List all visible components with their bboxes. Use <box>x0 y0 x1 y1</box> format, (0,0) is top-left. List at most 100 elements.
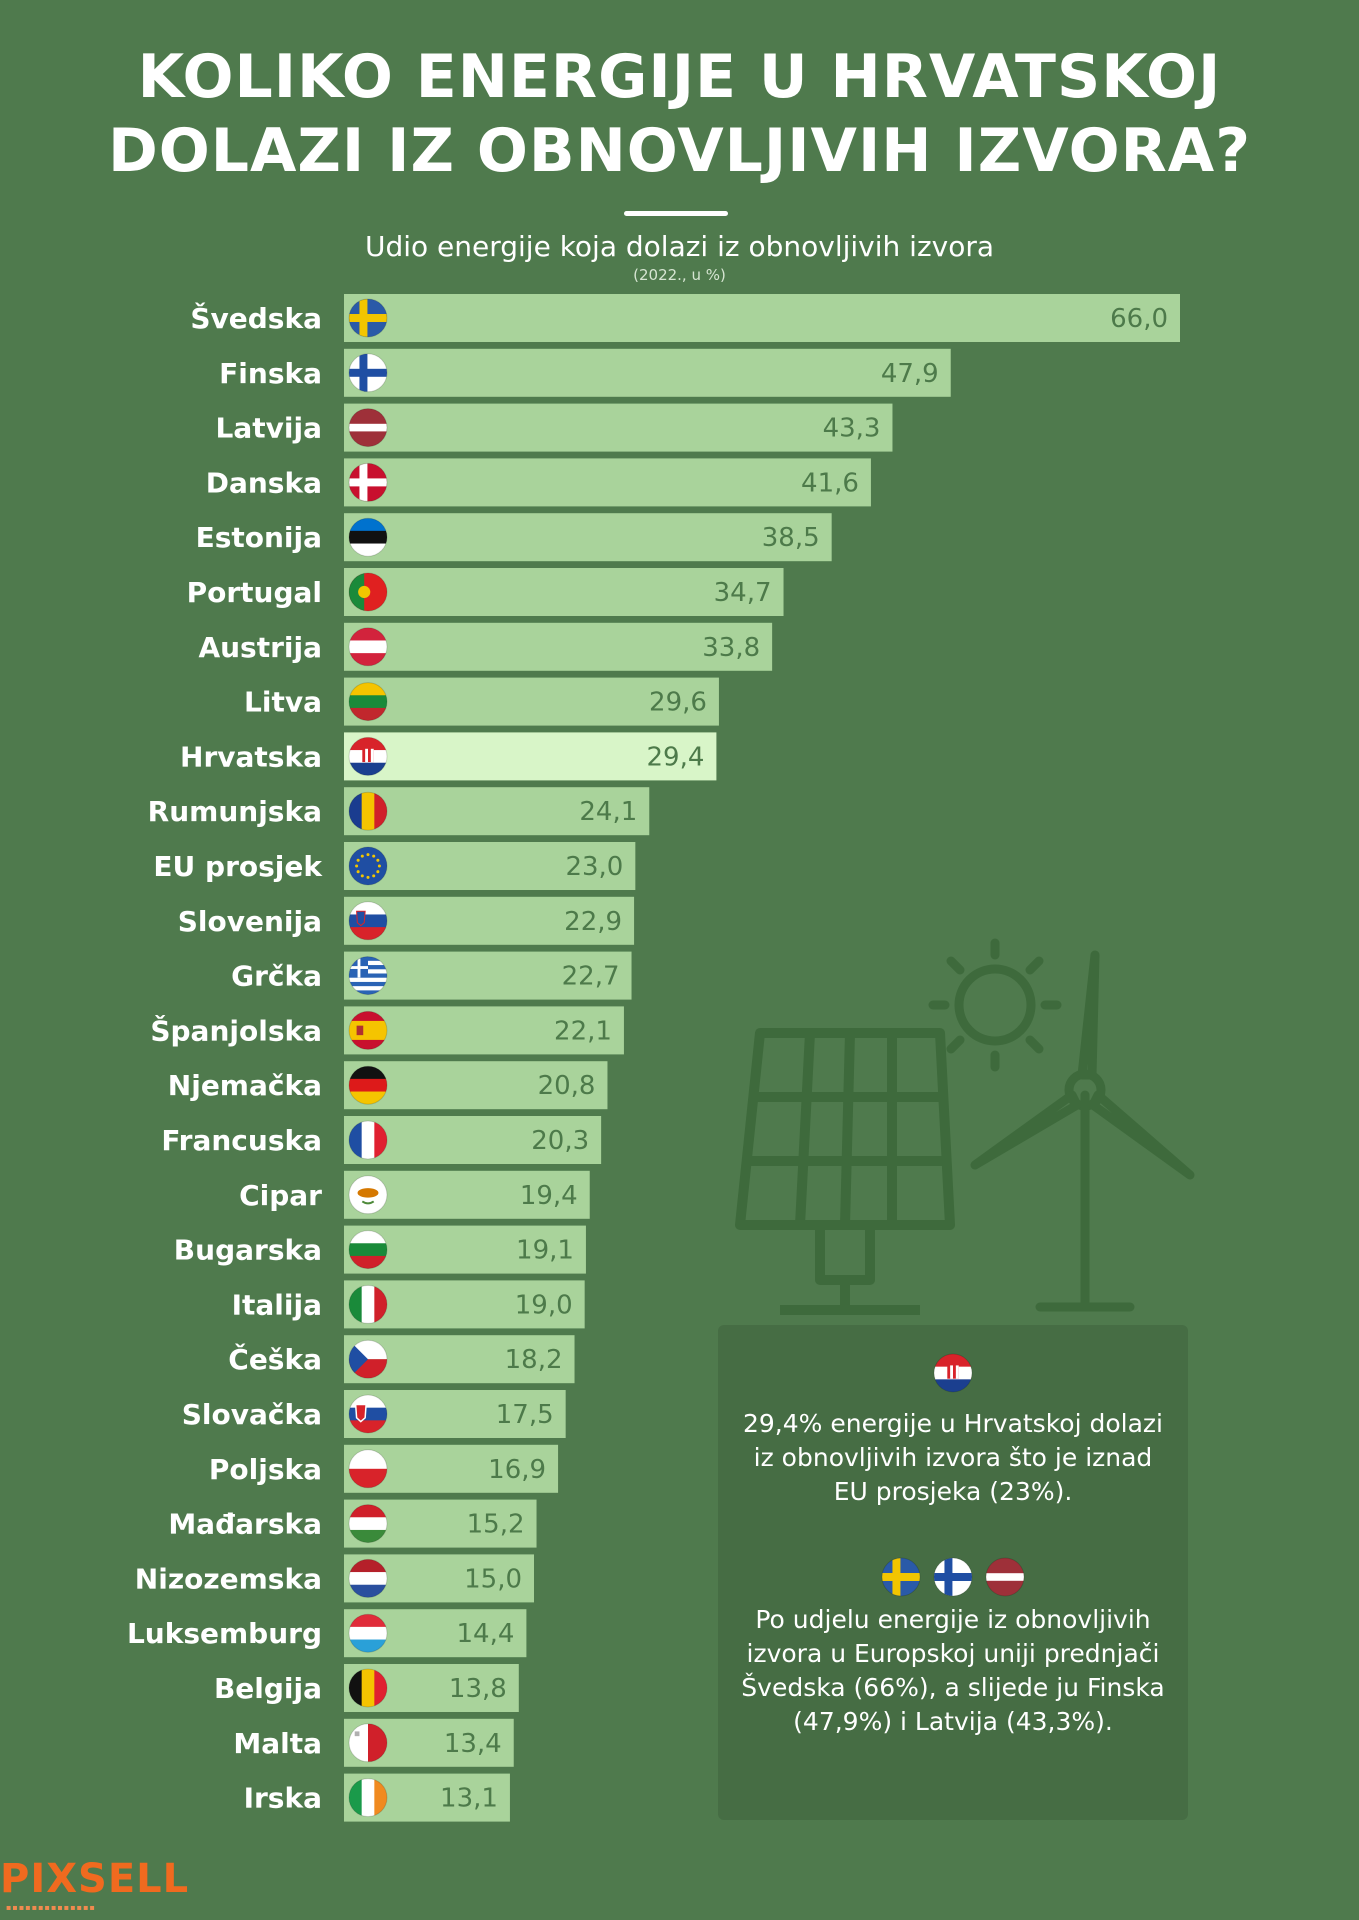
bar-15 <box>344 1061 608 1110</box>
value-label: 29,4 <box>647 742 705 772</box>
flag-ee-icon <box>348 517 388 557</box>
chart-subtitle: Udio energije koja dolazi iz obnovljivih… <box>364 230 995 263</box>
value-label: 19,0 <box>515 1290 573 1320</box>
flag-it-icon <box>348 1284 388 1324</box>
info-text-2: Po udjelu energije iz obnovljivih izvora… <box>741 1605 1165 1736</box>
category-label: Češka <box>228 1342 322 1376</box>
bar-10 <box>344 787 650 836</box>
bar-row: Češka 18,2 <box>228 1335 575 1384</box>
category-label: Grčka <box>231 960 322 993</box>
flag-hu-icon <box>348 1504 388 1544</box>
solar-panel-icon <box>735 1028 955 1315</box>
bar-3 <box>344 403 893 452</box>
info-box: 29,4% energije u Hrvatskoj dolazi iz obn… <box>718 1325 1188 1820</box>
bar-row: Estonija 38,5 <box>196 513 832 562</box>
bar-row: Mađarska 15,2 <box>168 1499 537 1548</box>
flag-eu-icon <box>348 846 388 886</box>
info-flags-2 <box>718 1557 1188 1597</box>
bar-9 <box>344 732 717 781</box>
category-label: Austrija <box>198 631 322 664</box>
flag-ie-icon <box>348 1778 388 1818</box>
logo-tagline-graphic: ▪▪▪▪▪▪▪▪▪▪▪▪▪▪ <box>6 1903 96 1912</box>
flag-hr-icon <box>933 1353 973 1393</box>
value-label: 15,0 <box>464 1564 522 1594</box>
value-label: 18,2 <box>505 1345 563 1375</box>
value-label: 47,9 <box>881 359 939 389</box>
bar-12 <box>344 896 635 945</box>
flag-dk-icon <box>348 462 388 502</box>
bar-1 <box>344 294 1180 342</box>
bar-row: Austrija 33,8 <box>198 622 773 671</box>
bar-13 <box>344 951 632 1000</box>
flag-pl-icon <box>348 1449 388 1489</box>
bar-row: Portugal 34,7 <box>187 568 784 616</box>
bar-4 <box>344 458 871 507</box>
value-label: 34,7 <box>714 578 772 608</box>
value-label: 19,1 <box>516 1236 574 1266</box>
flag-gr-icon <box>348 956 388 996</box>
flag-lu-icon <box>348 1613 388 1653</box>
flag-pt-icon <box>348 572 388 612</box>
bar-6 <box>344 568 784 616</box>
info-flags-1 <box>718 1353 1188 1393</box>
value-label: 24,1 <box>579 797 637 827</box>
bar-row: Švedska 66,0 <box>190 294 1180 342</box>
value-label: 13,1 <box>440 1784 498 1814</box>
flag-fi-icon <box>348 353 388 393</box>
category-label: Luksemburg <box>127 1617 322 1650</box>
bar-row: EU prosjek 23,0 <box>153 842 636 890</box>
flag-se-icon <box>348 298 388 338</box>
bar-14 <box>344 1006 624 1055</box>
info-text-1: 29,4% energije u Hrvatskoj dolazi iz obn… <box>743 1409 1163 1506</box>
value-label: 13,8 <box>449 1674 507 1704</box>
category-label: Malta <box>233 1727 322 1760</box>
category-label: Španjolska <box>150 1013 322 1047</box>
flag-cy-icon <box>348 1175 388 1215</box>
chart-title: KOLIKO ENERGIJE U HRVATSKOJ DOLAZI IZ OB… <box>0 40 1359 188</box>
flag-sk-icon <box>348 1394 388 1434</box>
bar-row: Poljska 16,9 <box>209 1444 559 1493</box>
bar-row: Irska 13,1 <box>244 1773 510 1822</box>
category-label: Portugal <box>187 576 322 609</box>
wind-turbine-icon <box>970 950 1195 1312</box>
value-label: 23,0 <box>565 852 623 882</box>
flag-mt-icon <box>348 1723 388 1763</box>
flag-lv-icon <box>348 408 388 448</box>
category-label: Njemačka <box>168 1069 322 1102</box>
category-label: Estonija <box>196 521 322 554</box>
category-label: Italija <box>232 1288 322 1321</box>
category-label: Finska <box>219 357 322 390</box>
chart-subnote: (2022., u %) <box>633 266 726 284</box>
category-label: Hrvatska <box>180 740 322 773</box>
flag-si-icon <box>348 901 388 941</box>
category-label: Rumunjska <box>148 795 322 828</box>
category-label: Nizozemska <box>135 1562 322 1595</box>
value-label: 22,9 <box>564 907 622 937</box>
flag-be-icon <box>348 1668 388 1708</box>
bar-row: Slovenija 22,9 <box>178 896 635 945</box>
flag-lt-icon <box>348 682 388 722</box>
bar-2 <box>344 348 951 397</box>
value-label: 33,8 <box>702 633 760 663</box>
category-label: Litva <box>244 686 322 719</box>
category-label: Švedska <box>190 301 322 335</box>
bar-row: Hrvatska 29,4 <box>180 732 717 781</box>
bar-row: Italija 19,0 <box>232 1280 585 1329</box>
bar-row: Malta 13,4 <box>233 1718 514 1767</box>
category-label: Francuska <box>161 1124 322 1157</box>
bar-row: Francuska 20,3 <box>161 1116 602 1164</box>
category-label: Mađarska <box>168 1508 322 1541</box>
title-divider <box>624 211 728 216</box>
bar-row: Belgija 13,8 <box>214 1664 519 1712</box>
chart-title-line-1: KOLIKO ENERGIJE U HRVATSKOJ <box>137 42 1222 112</box>
bar-row: Latvija 43,3 <box>216 403 893 452</box>
flag-nl-icon <box>348 1558 388 1598</box>
flag-se-icon <box>881 1557 921 1597</box>
bar-row: Rumunjska 24,1 <box>148 787 650 836</box>
flag-fi-icon <box>933 1557 973 1597</box>
value-label: 38,5 <box>762 523 820 553</box>
flag-bg-icon <box>348 1230 388 1270</box>
flag-ro-icon <box>348 791 388 831</box>
flag-fr-icon <box>348 1120 388 1160</box>
bar-row: Litva 29,6 <box>244 677 719 726</box>
